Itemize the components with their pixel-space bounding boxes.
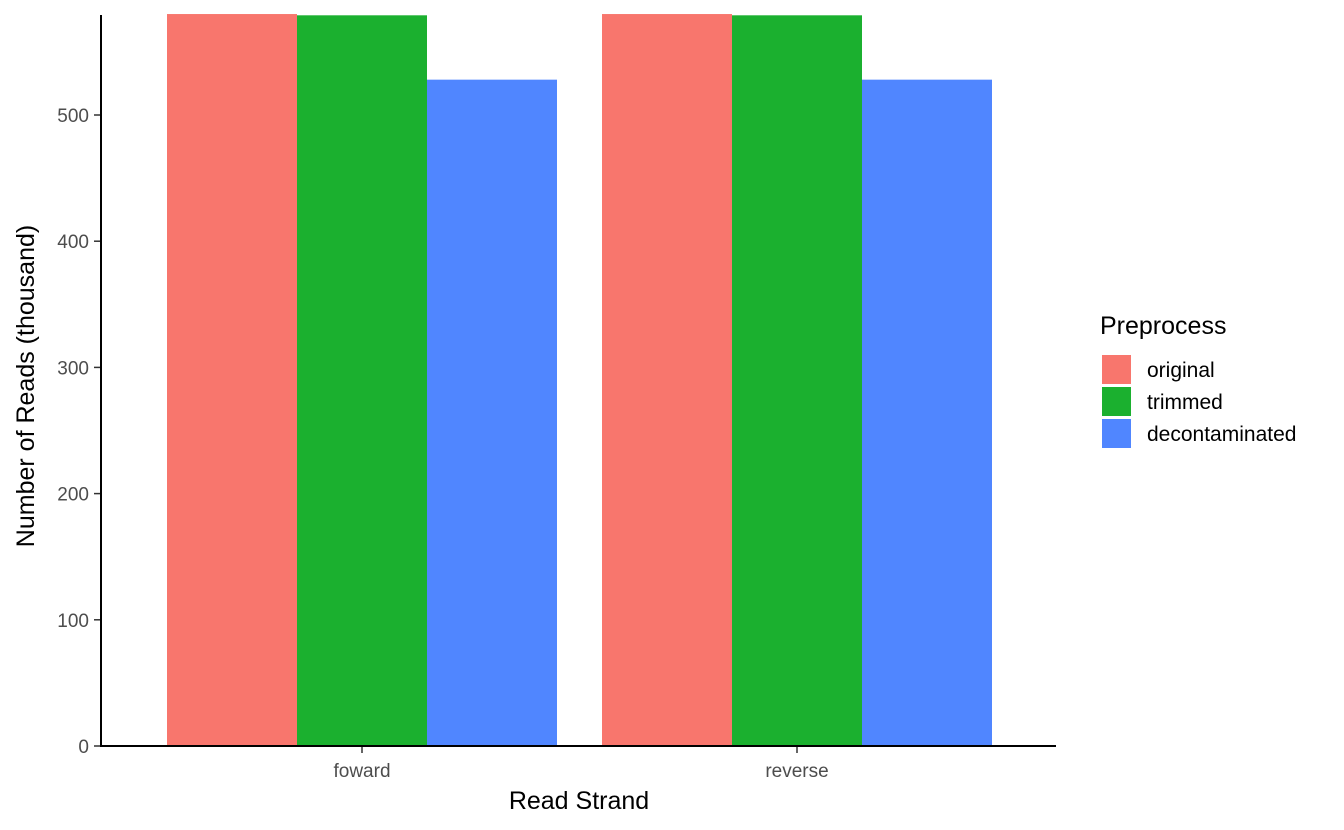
bar-original-foward <box>167 14 297 747</box>
y-axis-title: Number of Reads (thousand) <box>12 225 40 547</box>
y-tick-label: 500 <box>57 106 89 127</box>
legend-label-original: original <box>1147 359 1215 382</box>
y-tick-label: 300 <box>57 358 89 379</box>
bar-decontaminated-reverse <box>862 79 992 746</box>
legend-swatch-decontaminated <box>1102 419 1131 448</box>
x-tick-label: reverse <box>765 761 828 782</box>
y-tick-label: 100 <box>57 611 89 632</box>
x-axis-ticks: foward reverse <box>333 746 829 782</box>
bar-decontaminated-foward <box>427 79 557 746</box>
y-tick-label: 200 <box>57 485 89 506</box>
legend-title: Preprocess <box>1100 312 1226 340</box>
legend: Preprocess original trimmed decontaminated <box>1100 312 1296 448</box>
legend-swatch-original <box>1102 355 1131 384</box>
y-tick-label: 0 <box>78 737 89 758</box>
bar-trimmed-reverse <box>732 15 862 746</box>
x-tick-label: foward <box>333 761 390 782</box>
y-tick-label: 400 <box>57 232 89 253</box>
bar-trimmed-foward <box>297 15 427 746</box>
legend-label-trimmed: trimmed <box>1147 391 1223 414</box>
legend-swatch-trimmed <box>1102 387 1131 416</box>
bars-group <box>167 14 992 747</box>
x-axis-title: Read Strand <box>509 787 649 815</box>
legend-label-decontaminated: decontaminated <box>1147 423 1296 446</box>
y-axis-ticks: 0 100 200 300 400 500 <box>57 106 101 758</box>
bar-original-reverse <box>602 14 732 747</box>
